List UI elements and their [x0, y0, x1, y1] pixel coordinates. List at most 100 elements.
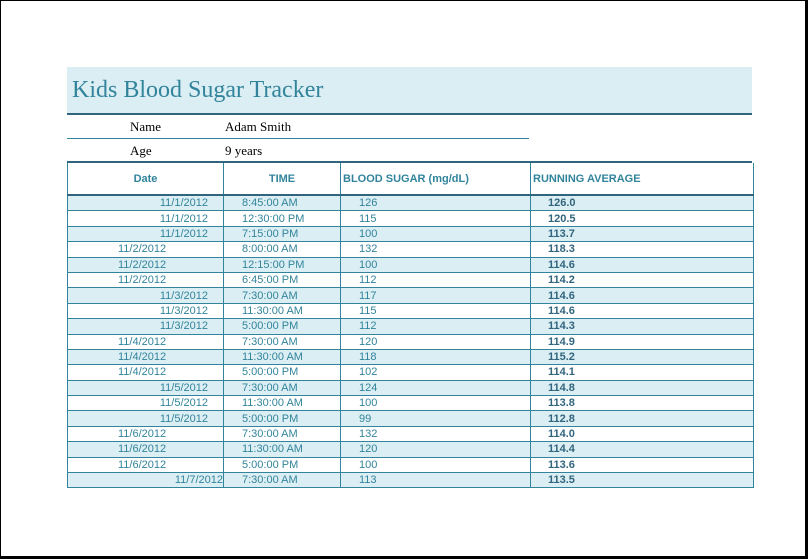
running-average-cell[interactable]: 113.5 — [530, 472, 754, 489]
time-cell[interactable]: 12:30:00 PM — [223, 210, 341, 227]
date-cell[interactable]: 11/4/2012 — [67, 348, 224, 366]
column-header-date[interactable]: Date — [67, 163, 224, 196]
time-cell[interactable]: 5:00:00 PM — [223, 364, 341, 381]
name-row: Name Adam Smith — [67, 116, 529, 139]
running-average-cell[interactable]: 114.9 — [530, 333, 754, 350]
running-average-cell[interactable]: 114.3 — [530, 318, 754, 335]
running-average-cell[interactable]: 112.8 — [530, 410, 754, 427]
date-cell[interactable]: 11/2/2012 — [67, 271, 224, 289]
table-row: 11/2/2012 12:15:00 PM 100 114.6 — [67, 256, 754, 273]
table-row: 11/4/2012 11:30:00 AM 118 115.2 — [67, 348, 754, 366]
table-row: 11/6/2012 7:30:00 AM 132 114.0 — [67, 425, 754, 443]
running-average-cell[interactable]: 118.3 — [530, 241, 754, 258]
date-cell[interactable]: 11/4/2012 — [67, 333, 224, 350]
running-average-cell[interactable]: 113.6 — [530, 456, 754, 474]
date-cell[interactable]: 11/5/2012 — [67, 395, 224, 412]
blood-sugar-cell[interactable]: 113 — [340, 472, 531, 489]
date-cell[interactable]: 11/3/2012 — [67, 287, 224, 304]
age-value[interactable]: 9 years — [225, 143, 263, 158]
running-average-cell[interactable]: 120.5 — [530, 210, 754, 227]
time-cell[interactable]: 7:30:00 AM — [223, 472, 341, 489]
table-row: 11/4/2012 5:00:00 PM 102 114.1 — [67, 364, 754, 381]
date-cell[interactable]: 11/5/2012 — [67, 379, 224, 397]
blood-sugar-cell[interactable]: 132 — [340, 425, 531, 443]
running-average-cell[interactable]: 115.2 — [530, 348, 754, 366]
running-average-cell[interactable]: 113.7 — [530, 225, 754, 243]
blood-sugar-cell[interactable]: 112 — [340, 271, 531, 289]
time-cell[interactable]: 7:30:00 AM — [223, 287, 341, 304]
blood-sugar-cell[interactable]: 120 — [340, 333, 531, 350]
time-cell[interactable]: 12:15:00 PM — [223, 256, 341, 273]
date-cell[interactable]: 11/4/2012 — [67, 364, 224, 381]
running-average-cell[interactable]: 126.0 — [530, 194, 754, 212]
age-row: Age 9 years — [67, 140, 529, 163]
time-cell[interactable]: 5:00:00 PM — [223, 456, 341, 474]
date-cell[interactable]: 11/1/2012 — [67, 225, 224, 243]
date-cell[interactable]: 11/3/2012 — [67, 302, 224, 320]
page-title: Kids Blood Sugar Tracker — [72, 77, 324, 103]
column-header-running-average[interactable]: RUNNING AVERAGE — [530, 163, 754, 196]
time-cell[interactable]: 11:30:00 AM — [223, 441, 341, 458]
title-bar: Kids Blood Sugar Tracker — [67, 67, 752, 115]
time-cell[interactable]: 11:30:00 AM — [223, 302, 341, 320]
table-row: 11/3/2012 7:30:00 AM 117 114.6 — [67, 287, 754, 304]
running-average-cell[interactable]: 114.6 — [530, 287, 754, 304]
date-cell[interactable]: 11/1/2012 — [67, 210, 224, 227]
time-cell[interactable]: 7:15:00 PM — [223, 225, 341, 243]
blood-sugar-table: Date TIME BLOOD SUGAR (mg/dL) RUNNING AV… — [67, 163, 754, 489]
date-cell[interactable]: 11/2/2012 — [67, 256, 224, 273]
time-cell[interactable]: 7:30:00 AM — [223, 425, 341, 443]
blood-sugar-cell[interactable]: 100 — [340, 395, 531, 412]
time-cell[interactable]: 7:30:00 AM — [223, 379, 341, 397]
date-cell[interactable]: 11/6/2012 — [67, 425, 224, 443]
date-cell[interactable]: 11/5/2012 — [67, 410, 224, 427]
blood-sugar-cell[interactable]: 118 — [340, 348, 531, 366]
blood-sugar-cell[interactable]: 102 — [340, 364, 531, 381]
time-cell[interactable]: 8:45:00 AM — [223, 194, 341, 212]
table-row: 11/6/2012 5:00:00 PM 100 113.6 — [67, 456, 754, 474]
date-cell[interactable]: 11/2/2012 — [67, 241, 224, 258]
date-cell[interactable]: 11/7/2012 — [67, 472, 224, 489]
table-row: 11/7/2012 7:30:00 AM 113 113.5 — [67, 472, 754, 489]
date-cell[interactable]: 11/3/2012 — [67, 318, 224, 335]
blood-sugar-cell[interactable]: 100 — [340, 225, 531, 243]
blood-sugar-cell[interactable]: 112 — [340, 318, 531, 335]
blood-sugar-cell[interactable]: 100 — [340, 256, 531, 273]
blood-sugar-cell[interactable]: 120 — [340, 441, 531, 458]
table-row: 11/3/2012 5:00:00 PM 112 114.3 — [67, 318, 754, 335]
running-average-cell[interactable]: 114.6 — [530, 256, 754, 273]
running-average-cell[interactable]: 114.8 — [530, 379, 754, 397]
table-row: 11/1/2012 12:30:00 PM 115 120.5 — [67, 210, 754, 227]
time-cell[interactable]: 11:30:00 AM — [223, 348, 341, 366]
time-cell[interactable]: 11:30:00 AM — [223, 395, 341, 412]
time-cell[interactable]: 5:00:00 PM — [223, 318, 341, 335]
blood-sugar-cell[interactable]: 99 — [340, 410, 531, 427]
running-average-cell[interactable]: 114.6 — [530, 302, 754, 320]
time-cell[interactable]: 6:45:00 PM — [223, 271, 341, 289]
running-average-cell[interactable]: 113.8 — [530, 395, 754, 412]
date-cell[interactable]: 11/1/2012 — [67, 194, 224, 212]
blood-sugar-cell[interactable]: 117 — [340, 287, 531, 304]
running-average-cell[interactable]: 114.0 — [530, 425, 754, 443]
blood-sugar-cell[interactable]: 115 — [340, 210, 531, 227]
running-average-cell[interactable]: 114.4 — [530, 441, 754, 458]
blood-sugar-cell[interactable]: 132 — [340, 241, 531, 258]
header-rule — [67, 161, 752, 163]
table-row: 11/5/2012 5:00:00 PM 99 112.8 — [67, 410, 754, 427]
table-header-row: Date TIME BLOOD SUGAR (mg/dL) RUNNING AV… — [67, 163, 754, 196]
time-cell[interactable]: 8:00:00 AM — [223, 241, 341, 258]
blood-sugar-cell[interactable]: 100 — [340, 456, 531, 474]
column-header-time[interactable]: TIME — [223, 163, 341, 196]
running-average-cell[interactable]: 114.1 — [530, 364, 754, 381]
date-cell[interactable]: 11/6/2012 — [67, 456, 224, 474]
blood-sugar-cell[interactable]: 126 — [340, 194, 531, 212]
date-cell[interactable]: 11/6/2012 — [67, 441, 224, 458]
time-cell[interactable]: 5:00:00 PM — [223, 410, 341, 427]
running-average-cell[interactable]: 114.2 — [530, 271, 754, 289]
table-row: 11/4/2012 7:30:00 AM 120 114.9 — [67, 333, 754, 350]
blood-sugar-cell[interactable]: 115 — [340, 302, 531, 320]
time-cell[interactable]: 7:30:00 AM — [223, 333, 341, 350]
blood-sugar-cell[interactable]: 124 — [340, 379, 531, 397]
name-value[interactable]: Adam Smith — [225, 119, 292, 134]
column-header-blood-sugar[interactable]: BLOOD SUGAR (mg/dL) — [340, 163, 531, 196]
